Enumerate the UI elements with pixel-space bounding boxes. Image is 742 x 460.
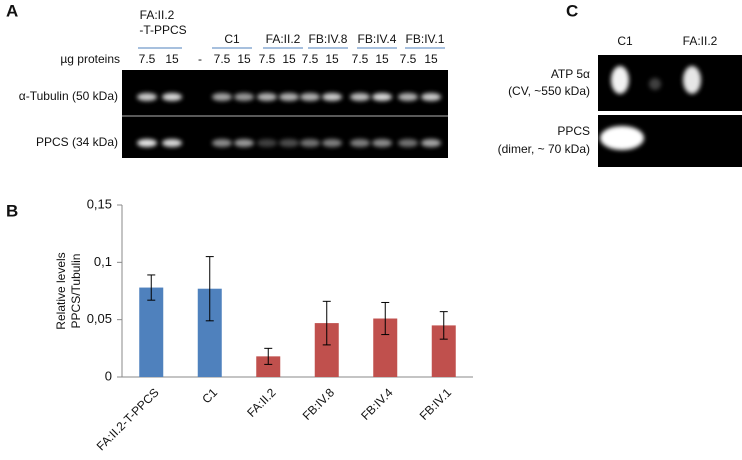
band (212, 93, 232, 101)
row-label: ATP 5α (551, 67, 590, 81)
band (649, 78, 661, 90)
bar (256, 356, 281, 377)
group-label: FA:II.2 (140, 8, 175, 22)
y-tick-label: 0,05 (87, 311, 112, 326)
band (683, 66, 701, 94)
row-label: α-Tubulin (50 kDa) (19, 89, 118, 103)
lane-label: - (198, 52, 202, 66)
lane-label: 7.5 (302, 52, 319, 66)
group-label: C1 (224, 32, 240, 46)
x-tick-label: FB:IV.4 (358, 385, 396, 423)
row-label: (dimer, ~ 70 kDa) (498, 142, 590, 156)
x-tick-label: FA:II.2-T-PPCS (94, 385, 162, 453)
band (300, 93, 320, 101)
band (322, 93, 342, 101)
band (137, 93, 157, 101)
band (162, 139, 182, 147)
band (398, 93, 418, 101)
band (372, 139, 392, 147)
group-label: FB:IV.8 (309, 32, 348, 46)
lane-label: C1 (617, 34, 633, 48)
y-tick-label: 0,15 (87, 196, 112, 211)
x-tick-label: FA:II.2 (244, 385, 279, 420)
row-label: (CV, ~550 kDa) (508, 84, 590, 98)
group-label: FB:IV.4 (358, 32, 397, 46)
group-label: -T-PPCS (139, 23, 186, 37)
band (300, 139, 320, 147)
band (234, 93, 254, 101)
band (257, 93, 277, 101)
panel-letter: C (566, 1, 578, 20)
band (137, 139, 157, 147)
band (279, 93, 299, 101)
row-label: PPCS (34 kDa) (36, 135, 118, 149)
panel-letter: A (6, 1, 18, 20)
lane-label: 7.5 (139, 52, 156, 66)
band (162, 93, 182, 101)
lane-label: 15 (165, 52, 179, 66)
x-tick-label: C1 (199, 385, 220, 406)
band (322, 139, 342, 147)
lane-label: 15 (375, 52, 389, 66)
lane-label: 15 (325, 52, 339, 66)
y-axis-label: PPCS/Tubulin (69, 254, 83, 329)
lane-label: 15 (282, 52, 296, 66)
panel-letter: B (6, 201, 18, 220)
band (398, 139, 418, 147)
lane-label: 7.5 (259, 52, 276, 66)
band (212, 139, 232, 147)
group-label: FB:IV.1 (406, 32, 445, 46)
y-axis-label: Relative levels (54, 252, 68, 329)
band (279, 139, 299, 147)
band (600, 126, 644, 150)
band (257, 139, 277, 147)
lane-label: 15 (237, 52, 251, 66)
band (421, 93, 441, 101)
group-label: FA:II.2 (266, 32, 301, 46)
band (372, 93, 392, 101)
band (611, 66, 629, 94)
x-tick-label: FB:IV.8 (300, 385, 338, 423)
protein-label: µg proteins (60, 52, 120, 66)
bar (139, 287, 164, 377)
band (350, 139, 370, 147)
lane-label: 7.5 (352, 52, 369, 66)
lane-label: 15 (424, 52, 438, 66)
row-label: PPCS (557, 124, 590, 138)
lane-label: 7.5 (214, 52, 231, 66)
band (234, 139, 254, 147)
lane-label: FA:II.2 (683, 34, 718, 48)
band (421, 139, 441, 147)
y-tick-label: 0,1 (94, 254, 112, 269)
x-tick-label: FB:IV.1 (417, 385, 455, 423)
lane-label: 7.5 (400, 52, 417, 66)
band (350, 93, 370, 101)
y-tick-label: 0 (105, 368, 112, 383)
